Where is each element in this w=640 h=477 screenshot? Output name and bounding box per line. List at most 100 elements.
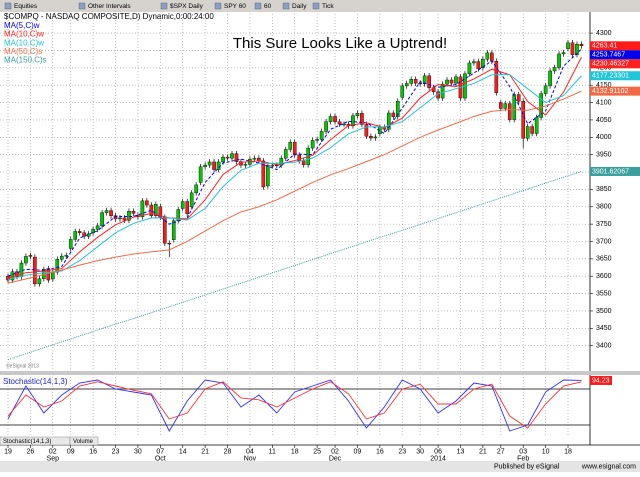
tab[interactable]: [69, 436, 99, 446]
moving-average-line: [7, 74, 582, 281]
y-tick-label: 3800: [596, 204, 612, 211]
toolbar-icon[interactable]: [78, 2, 86, 10]
candle-body: [561, 52, 566, 55]
toolbar-icon[interactable]: [4, 2, 12, 10]
candle-body: [539, 93, 543, 118]
candle-body: [534, 117, 539, 134]
candle-body: [301, 160, 306, 165]
x-tick-label: 26: [27, 448, 35, 455]
x-tick-label: 14: [179, 448, 187, 455]
x-tick-label: 06: [434, 448, 442, 455]
candle-body: [15, 271, 19, 277]
candle-body: [521, 100, 525, 139]
candle-body: [445, 79, 449, 85]
toolbar-button[interactable]: Daily: [292, 3, 307, 10]
candle-body: [77, 231, 82, 234]
toolbar-icon[interactable]: [214, 2, 222, 10]
moving-average-line: [7, 48, 582, 277]
candle-body: [494, 61, 499, 94]
x-period-label: Sep: [47, 455, 60, 462]
x-tick-label: 30: [134, 448, 142, 455]
last-value-box: [590, 375, 612, 385]
stochastic-line: [7, 381, 582, 429]
candle-body: [118, 217, 122, 220]
y-tick-label: 3750: [596, 221, 612, 228]
toolbar-button[interactable]: 60: [264, 3, 272, 10]
candle-body: [525, 126, 530, 139]
x-tick-label: 09: [354, 448, 362, 455]
status-bar: [0, 461, 640, 472]
toolbar: [0, 0, 640, 12]
candle-body: [351, 115, 355, 127]
toolbar-icon[interactable]: [282, 2, 290, 10]
candle-body: [391, 112, 396, 118]
tab-label[interactable]: Stochastic(14,1,3): [3, 439, 51, 445]
candle-body: [400, 85, 405, 98]
candle-body: [369, 136, 373, 139]
toolbar-button[interactable]: Equities: [14, 3, 38, 10]
toolbar-button[interactable]: Other Intervals: [88, 3, 131, 10]
candle-body: [203, 164, 207, 168]
x-tick-label: 09: [67, 448, 75, 455]
candle-body: [104, 210, 109, 213]
toolbar-button[interactable]: Tick: [322, 3, 334, 10]
last-value-box: [590, 59, 640, 69]
y-tick-label: 3700: [596, 238, 612, 245]
x-tick-label: 16: [376, 448, 384, 455]
moving-average-line: [7, 57, 582, 279]
x-tick-label: 11: [269, 448, 276, 455]
last-value-label: 4253.7467: [592, 52, 625, 59]
toolbar-icon[interactable]: [312, 2, 320, 10]
candle-body: [55, 259, 60, 273]
last-value-label: 4132.91102: [592, 88, 629, 95]
url[interactable]: www.esignal.com: [581, 463, 636, 470]
x-tick-label: 10: [542, 448, 550, 455]
y-tick-label: 4100: [596, 99, 612, 106]
candle-body: [140, 200, 145, 218]
candle-body: [171, 220, 176, 240]
x-tick-label: 07: [156, 448, 164, 455]
publisher: Published by eSignal: [494, 463, 560, 470]
candle-body: [158, 206, 163, 218]
candle-body: [490, 52, 494, 62]
x-tick-label: 18: [564, 448, 572, 455]
candle-body: [194, 184, 198, 194]
candle-body: [185, 201, 190, 214]
moving-average-line: [7, 90, 582, 284]
candle-body: [467, 62, 472, 74]
candle-body: [230, 153, 234, 159]
x-tick-label: 16: [89, 448, 97, 455]
moving-average-line: [7, 170, 582, 361]
candle-body: [319, 131, 324, 140]
y-tick-label: 3650: [596, 256, 612, 263]
candle-body: [328, 116, 333, 122]
candle-body: [95, 225, 100, 230]
toolbar-button[interactable]: $SPX Daily: [170, 3, 204, 10]
candle-body: [499, 102, 503, 109]
y-tick-label: 3550: [596, 290, 612, 297]
candle-body: [472, 61, 476, 64]
candle-body: [355, 113, 360, 116]
candle-body: [261, 160, 266, 188]
x-tick-label: 02: [49, 448, 57, 455]
candle-body: [270, 165, 275, 167]
chart-title: $COMPQ - NASDAQ COMPOSITE,D) Dynamic,0:0…: [4, 12, 214, 21]
candle-body: [28, 255, 33, 257]
toolbar-button[interactable]: SPY 60: [224, 3, 246, 10]
candle-body: [243, 164, 248, 166]
candle-body: [503, 103, 508, 109]
candle-body: [234, 153, 239, 162]
y-tick-label: 3500: [596, 308, 612, 315]
x-period-label: Feb: [517, 455, 529, 462]
candle-body: [373, 136, 378, 139]
toolbar-icon[interactable]: [160, 2, 168, 10]
candle-body: [51, 271, 55, 280]
legend-entry: MA(10,C)w: [4, 30, 44, 39]
tab-label[interactable]: Volume: [73, 439, 94, 445]
candle-body: [216, 161, 221, 170]
candle-body: [485, 52, 490, 60]
x-tick-label: 28: [224, 448, 232, 455]
candle-body: [512, 94, 517, 120]
toolbar-icon[interactable]: [254, 2, 262, 10]
